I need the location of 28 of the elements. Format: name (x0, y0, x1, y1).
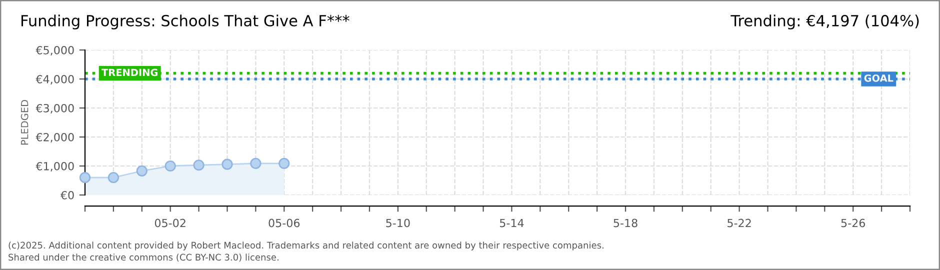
text: (c)2025. Additional content provided by Robert Macleod. Trademarks and related content are owned by their respective companies. (8, 242, 604, 250)
x-tick-label: 05-06 (268, 218, 300, 228)
point (222, 158, 233, 170)
y-tick-label: €4,000 (36, 74, 74, 85)
point (136, 165, 148, 176)
y-tick-label: €3,000 (36, 104, 74, 114)
text: Shared under the creative commons (CC BY-NC 3.0) license. (8, 254, 278, 262)
y-tick-label: €2,000 (36, 132, 74, 143)
point (193, 160, 204, 171)
ref-line-label: TRENDING (102, 68, 158, 76)
y-axis-title: PLEDGED (20, 100, 28, 145)
point (278, 158, 290, 169)
point (164, 160, 176, 172)
point (79, 172, 91, 184)
x-tick-label: 5-18 (614, 218, 638, 228)
x-tick-label: 5-14 (500, 218, 524, 228)
chart-title: Funding Progress: Schools That Give A F*** (22, 14, 350, 30)
y-tick-label: €0 (60, 190, 74, 200)
x-tick-label: 05-02 (154, 218, 186, 228)
ref-line-label: GOAL (864, 74, 894, 82)
point (108, 172, 120, 184)
y-tick-label: €5,000 (36, 46, 74, 56)
x-tick-label: 5-26 (841, 218, 866, 228)
x-tick-label: 5-22 (728, 218, 751, 228)
y-tick-label: €1,000 (36, 162, 74, 172)
text: Trending: €4,197 (104%) (730, 14, 919, 30)
x-tick-label: 5-10 (386, 218, 410, 228)
point (250, 158, 262, 169)
